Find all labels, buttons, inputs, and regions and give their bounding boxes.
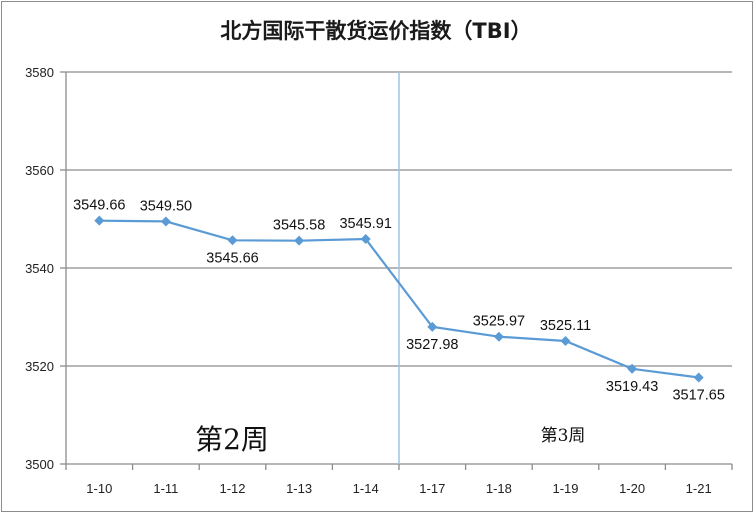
data-point-marker xyxy=(360,234,371,245)
x-tick-label: 1-14 xyxy=(353,481,379,496)
series-markers xyxy=(94,215,704,383)
series-line xyxy=(99,219,699,379)
y-axis-ticks: 3500 3520 3540 3560 3580 xyxy=(25,65,54,472)
y-tick-label: 3560 xyxy=(25,163,54,178)
data-label: 3517.65 xyxy=(672,388,724,404)
data-labels: 3549.66 3549.50 3545.66 3545.58 3545.91 3527.… xyxy=(73,198,725,404)
data-label: 3545.66 xyxy=(206,250,258,266)
data-point-marker xyxy=(160,216,171,227)
data-point-marker xyxy=(693,372,704,383)
data-label: 3519.43 xyxy=(606,379,658,395)
data-label: 3545.91 xyxy=(339,216,391,232)
y-tick-label: 3540 xyxy=(25,261,54,276)
y-tick-label: 3500 xyxy=(25,457,54,472)
gridlines xyxy=(60,71,733,470)
chart-title: 北方国际干散货运价指数（TBI） xyxy=(220,19,531,43)
x-tick-label: 1-21 xyxy=(686,481,712,496)
data-point-marker xyxy=(560,335,571,346)
x-tick-label: 1-18 xyxy=(486,481,512,496)
y-tick-label: 3580 xyxy=(25,65,54,80)
data-point-marker xyxy=(227,235,238,246)
data-label: 3549.50 xyxy=(140,198,192,214)
x-tick-label: 1-11 xyxy=(153,481,178,496)
week3-annotation: 第3周 xyxy=(541,426,586,446)
x-tick-label: 1-17 xyxy=(419,481,445,496)
data-point-marker xyxy=(294,235,305,246)
x-tick-label: 1-13 xyxy=(286,481,312,496)
data-point-marker xyxy=(427,321,438,332)
data-label: 3525.11 xyxy=(540,318,591,334)
data-label: 3549.66 xyxy=(73,198,125,214)
data-label: 3525.97 xyxy=(473,314,525,330)
week2-annotation: 第2周 xyxy=(195,423,269,456)
data-point-marker xyxy=(627,363,638,374)
x-tick-label: 1-20 xyxy=(619,481,645,496)
data-label: 3527.98 xyxy=(406,337,458,353)
x-axis-ticks: 1-10 1-11 1-12 1-13 1-14 1-17 1-18 1-19 1-20 1-21 xyxy=(86,481,711,496)
data-label: 3545.58 xyxy=(273,218,325,234)
x-tick-label: 1-19 xyxy=(552,481,578,496)
data-point-marker xyxy=(94,215,105,226)
x-tick-label: 1-10 xyxy=(86,481,112,496)
x-tick-label: 1-12 xyxy=(219,481,245,496)
data-point-marker xyxy=(493,331,504,342)
y-tick-label: 3520 xyxy=(25,359,54,374)
